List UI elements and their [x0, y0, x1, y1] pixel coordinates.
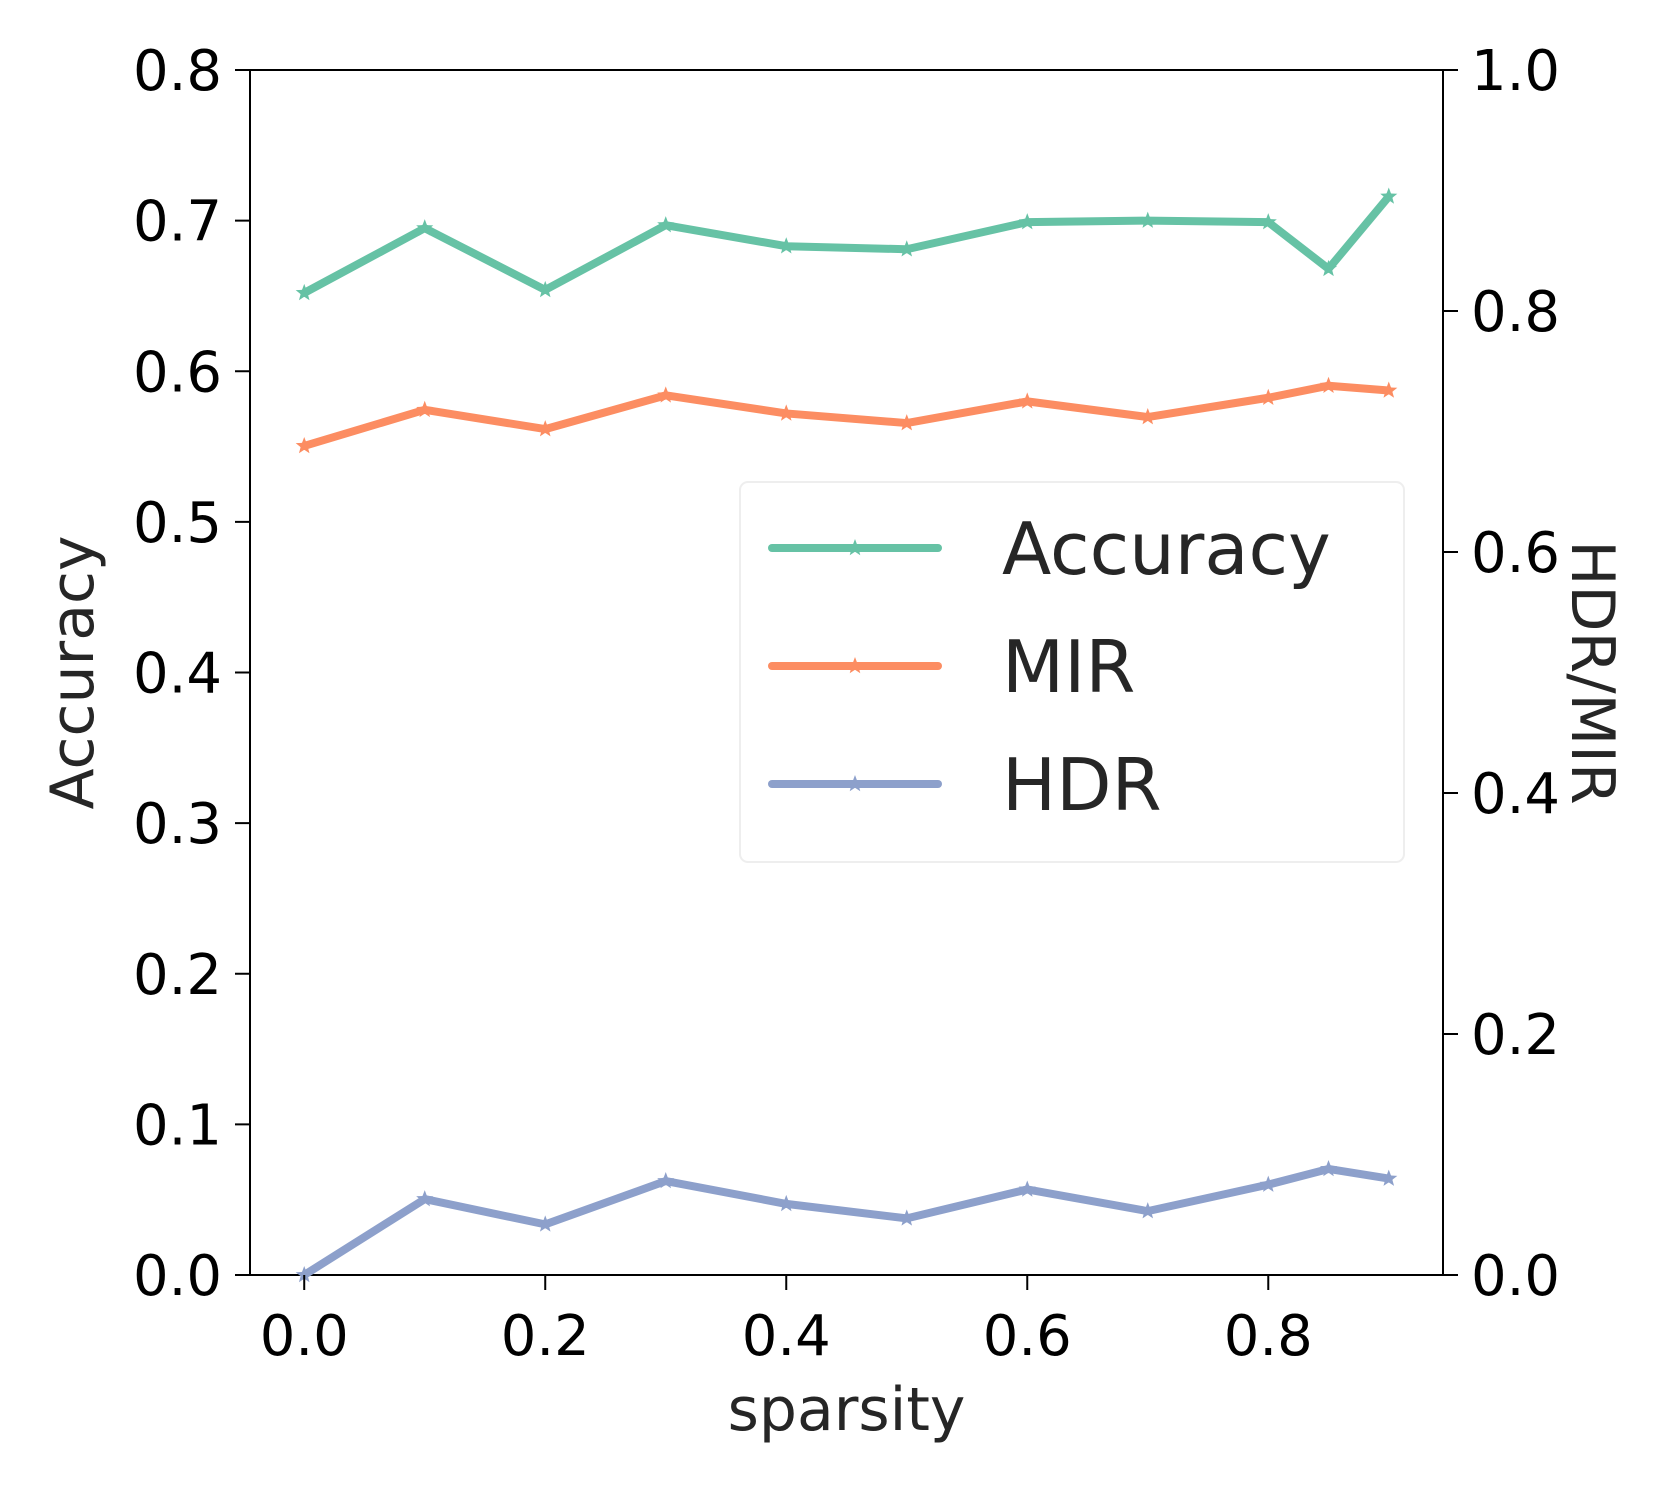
y-tick-label: 0.5 [133, 491, 222, 556]
data-point-hdr [1139, 1202, 1157, 1219]
y-right-tick-label: 0.4 [1471, 762, 1560, 827]
data-point-mir [1259, 388, 1277, 406]
legend-label-mir: MIR [1002, 625, 1135, 709]
data-point-accuracy [416, 219, 434, 236]
data-point-mir [1018, 392, 1036, 409]
series-line-hdr [300, 1164, 1393, 1279]
legend-marker-mir [846, 657, 864, 674]
data-point-mir [1319, 376, 1338, 393]
data-point-mir [536, 420, 554, 437]
y-right-tick-label: 0.2 [1471, 1003, 1560, 1068]
y-right-tick-label: 1.0 [1471, 39, 1560, 104]
y-right-tick-label: 0.6 [1471, 521, 1560, 586]
data-point-mir [777, 404, 795, 421]
data-point-accuracy [1319, 259, 1338, 277]
data-point-hdr [295, 1266, 313, 1283]
data-point-hdr [657, 1172, 675, 1189]
x-tick-label: 0.6 [983, 1304, 1072, 1369]
data-point-accuracy [1259, 213, 1277, 230]
x-axis-label: sparsity [728, 1375, 966, 1445]
data-point-hdr [1319, 1159, 1338, 1177]
data-point-hdr [536, 1215, 554, 1232]
y-tick-label: 0.2 [133, 943, 222, 1008]
data-point-accuracy [1018, 213, 1036, 230]
y-right-tick-label: 0.0 [1471, 1244, 1560, 1309]
legend-label-hdr: HDR [1002, 743, 1162, 827]
data-point-accuracy [898, 240, 916, 257]
data-point-hdr [416, 1190, 434, 1207]
legend: Accuracy MIR HDR [739, 481, 1405, 863]
data-point-mir [1139, 408, 1157, 425]
legend-label-accuracy: Accuracy [1002, 507, 1331, 591]
data-point-hdr [898, 1209, 916, 1226]
y-right-axis-label: HDR/MIR [1557, 540, 1627, 804]
data-point-mir [295, 436, 313, 454]
series-line-accuracy [300, 192, 1393, 297]
data-point-accuracy [295, 283, 313, 301]
x-tick-label: 0.8 [1224, 1304, 1313, 1369]
y-tick-label: 0.4 [133, 642, 222, 707]
x-tick-label: 0.0 [260, 1304, 349, 1369]
data-point-accuracy [536, 280, 554, 298]
y-tick-label: 0.3 [133, 792, 222, 857]
data-point-accuracy [777, 237, 795, 254]
series-layer [295, 187, 1398, 1283]
data-point-mir [1380, 381, 1398, 398]
data-point-hdr [1018, 1180, 1036, 1197]
x-tick-label: 0.4 [742, 1304, 831, 1369]
y-tick-label: 0.6 [133, 340, 222, 405]
data-point-accuracy [657, 216, 675, 233]
legend-box [739, 481, 1405, 863]
y-tick-label: 0.8 [133, 39, 222, 104]
data-point-hdr [1259, 1175, 1277, 1192]
data-point-hdr [777, 1194, 795, 1212]
y-axis-label: Accuracy [38, 536, 108, 810]
axes-layer: 0.0 0.2 0.4 0.6 0.8 0.0 0.1 0.2 0.3 0.4 0.5 0.6 0.7 0… [133, 39, 1560, 1369]
legend-marker-accuracy [846, 539, 864, 556]
y-tick-label: 0.0 [133, 1244, 222, 1309]
x-tick-label: 0.2 [501, 1304, 590, 1369]
data-point-mir [416, 400, 434, 418]
y-right-tick-label: 0.8 [1471, 280, 1560, 345]
data-point-hdr [1380, 1169, 1398, 1186]
data-point-mir [898, 414, 916, 431]
y-tick-label: 0.1 [133, 1093, 222, 1158]
legend-marker-hdr [846, 775, 864, 792]
data-point-accuracy [1139, 211, 1157, 228]
series-line-mir [300, 381, 1393, 450]
y-tick-label: 0.7 [133, 190, 222, 255]
data-point-mir [657, 386, 675, 403]
data-point-accuracy [1380, 187, 1398, 204]
